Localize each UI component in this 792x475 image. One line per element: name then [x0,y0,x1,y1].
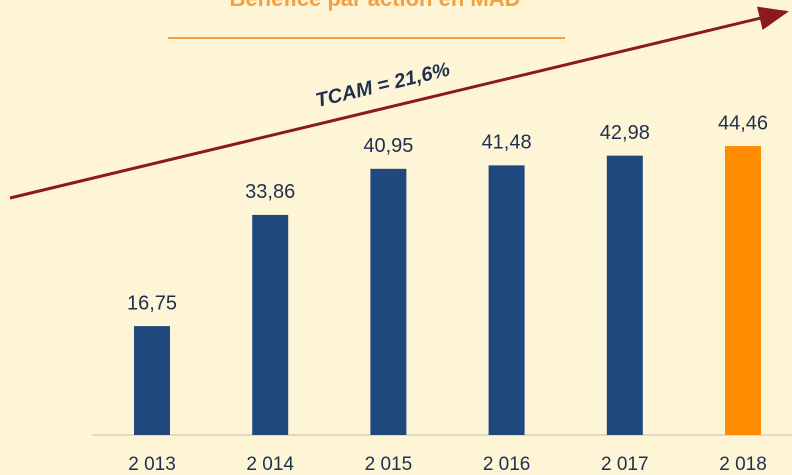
bar [370,168,407,435]
x-tick-label: 2 017 [601,454,649,475]
value-label: 42,98 [600,122,650,144]
value-label: 40,95 [363,135,413,157]
x-tick-label: 2 018 [719,454,767,475]
bar [134,326,170,435]
x-tick-label: 2 015 [365,454,413,475]
bar [252,214,289,435]
chart-title: Bénéfice par action en MAD [230,0,521,11]
bar [606,155,643,435]
value-label: 33,86 [245,181,295,203]
x-tick-label: 2 013 [128,454,176,475]
trend-arrow [9,6,789,200]
value-label: 41,48 [482,132,532,154]
value-label: 44,46 [718,112,768,134]
value-label: 16,75 [127,292,177,314]
x-tick-label: 2 016 [483,454,531,475]
x-tick-label: 2 014 [246,454,294,475]
bar [488,165,525,435]
bar [725,146,761,435]
